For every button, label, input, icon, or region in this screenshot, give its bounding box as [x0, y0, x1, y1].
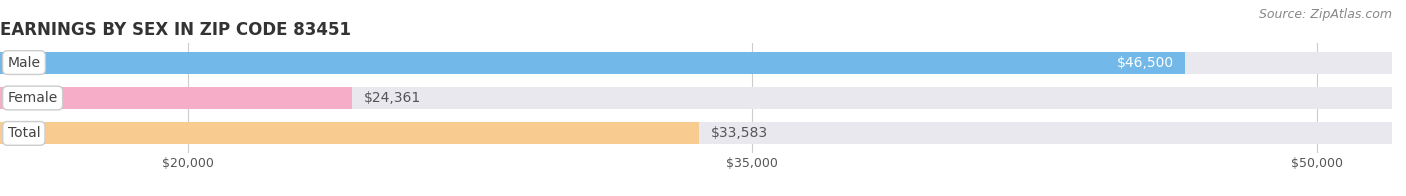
Text: Male: Male — [7, 56, 41, 70]
Text: $33,583: $33,583 — [710, 126, 768, 140]
Bar — [0, 87, 352, 109]
Bar — [0, 87, 1392, 109]
Text: Source: ZipAtlas.com: Source: ZipAtlas.com — [1258, 8, 1392, 21]
Bar — [0, 122, 1392, 144]
Bar — [0, 52, 1392, 74]
Bar — [0, 52, 1185, 74]
Text: $46,500: $46,500 — [1116, 56, 1174, 70]
Text: Female: Female — [7, 91, 58, 105]
Text: $24,361: $24,361 — [363, 91, 420, 105]
Text: EARNINGS BY SEX IN ZIP CODE 83451: EARNINGS BY SEX IN ZIP CODE 83451 — [0, 21, 352, 39]
Bar — [0, 122, 699, 144]
Text: Total: Total — [7, 126, 41, 140]
